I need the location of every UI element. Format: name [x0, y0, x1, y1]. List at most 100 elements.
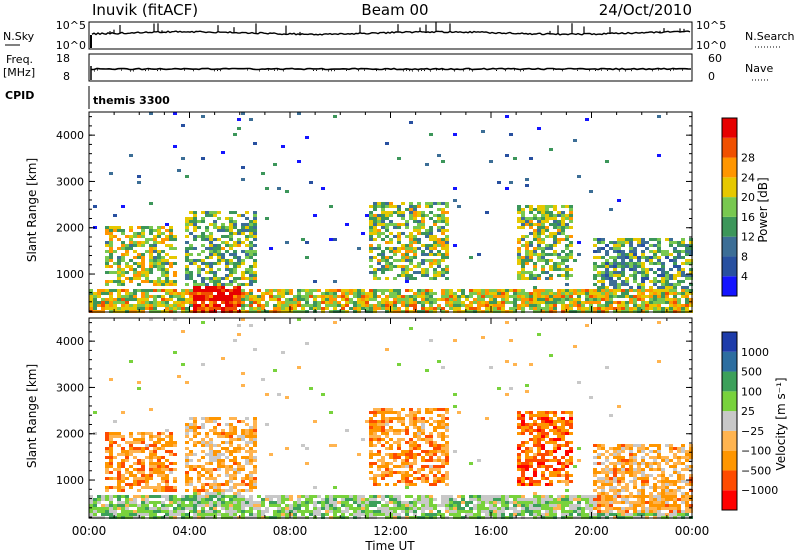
velocity-echo-cell [393, 432, 397, 435]
power-echo-cell [613, 262, 617, 265]
velocity-echo-cell [217, 432, 221, 435]
power-echo-cell [641, 301, 645, 304]
colorbar-swatch [722, 216, 737, 237]
velocity-echo-cell [617, 468, 621, 471]
power-echo-cell [185, 268, 189, 271]
power-echo-cell [117, 274, 121, 277]
power-echo-cell [665, 292, 669, 295]
velocity-echo-cell [221, 447, 225, 450]
velocity-echo-cell [253, 513, 257, 516]
power-echo-cell [653, 289, 657, 292]
velocity-echo-cell [477, 495, 481, 498]
power-echo-cell [401, 211, 405, 214]
velocity-echo-cell [633, 474, 637, 477]
power-echo-cell [377, 262, 381, 265]
velocity-echo-cell [213, 444, 217, 447]
power-echo-cell [445, 235, 449, 238]
power-echo-cell [209, 268, 213, 271]
power-echo-cell [269, 298, 273, 301]
power-echo-cell [641, 304, 645, 307]
power-echo-cell [525, 247, 529, 250]
power-echo-cell [689, 277, 693, 280]
power-echo-cell [353, 295, 357, 298]
velocity-echo-cell [321, 393, 325, 396]
power-echo-cell [605, 253, 609, 256]
power-echo-cell [509, 181, 513, 184]
velocity-echo-cell [617, 462, 621, 465]
velocity-echo-cell [441, 447, 445, 450]
velocity-echo-cell [421, 465, 425, 468]
velocity-echo-cell [409, 408, 413, 411]
velocity-echo-cell [137, 450, 141, 453]
power-echo-cell [409, 289, 413, 292]
power-echo-cell [641, 289, 645, 292]
power-echo-cell [541, 226, 545, 229]
velocity-echo-cell [537, 333, 541, 336]
velocity-echo-cell [149, 513, 153, 516]
velocity-echo-cell [393, 507, 397, 510]
power-echo-cell [473, 298, 477, 301]
power-echo-cell [429, 247, 433, 250]
power-echo-cell [153, 289, 157, 292]
velocity-echo-cell [217, 504, 221, 507]
velocity-echo-cell [541, 513, 545, 516]
power-echo-cell [497, 307, 501, 310]
power-echo-cell [489, 298, 493, 301]
velocity-echo-cell [529, 447, 533, 450]
power-echo-cell [481, 301, 485, 304]
date-title: 24/Oct/2010 [599, 1, 692, 19]
velocity-echo-cell [245, 432, 249, 435]
velocity-echo-cell [373, 444, 377, 447]
nave-dot [553, 69, 554, 71]
velocity-echo-cell [269, 498, 273, 501]
power-echo-cell [485, 295, 489, 298]
velocity-echo-cell [369, 456, 373, 459]
power-echo-cell [357, 295, 361, 298]
velocity-echo-cell [225, 423, 229, 426]
velocity-echo-cell [633, 468, 637, 471]
power-echo-cell [413, 220, 417, 223]
power-echo-cell [221, 301, 225, 304]
power-echo-cell [369, 211, 373, 214]
velocity-echo-cell [557, 501, 561, 504]
velocity-echo-cell [409, 438, 413, 441]
power-echo-cell [525, 253, 529, 256]
velocity-echo-cell [397, 471, 401, 474]
power-echo-cell [661, 265, 665, 268]
power-echo-cell [681, 268, 685, 271]
power-echo-cell [441, 271, 445, 274]
velocity-echo-cell [345, 429, 349, 432]
velocity-echo-cell [125, 441, 129, 444]
velocity-echo-cell [205, 510, 209, 513]
power-echo-cell [397, 289, 401, 292]
velocity-echo-cell [133, 504, 137, 507]
power-echo-cell [613, 247, 617, 250]
power-echo-cell [197, 226, 201, 229]
power-echo-cell [653, 277, 657, 280]
velocity-echo-cell [573, 510, 577, 513]
power-echo-cell [433, 247, 437, 250]
power-echo-cell [673, 259, 677, 262]
velocity-echo-cell [545, 435, 549, 438]
velocity-echo-cell [441, 444, 445, 447]
velocity-echo-cell [421, 420, 425, 423]
velocity-echo-cell [265, 507, 269, 510]
power-echo-cell [621, 250, 625, 253]
power-echo-cell [625, 277, 629, 280]
power-echo-cell [633, 307, 637, 310]
velocity-echo-cell [249, 471, 253, 474]
power-echo-cell [125, 250, 129, 253]
power-echo-cell [585, 301, 589, 304]
power-echo-cell [653, 253, 657, 256]
velocity-echo-cell [393, 498, 397, 501]
velocity-echo-cell [429, 432, 433, 435]
velocity-echo-cell [389, 447, 393, 450]
velocity-echo-cell [421, 480, 425, 483]
nsky-tick-bottom: 10^0 [56, 39, 86, 52]
power-echo-cell [613, 280, 617, 283]
velocity-echo-cell [529, 513, 533, 516]
velocity-echo-cell [441, 408, 445, 411]
power-echo-cell [577, 253, 581, 256]
power-echo-cell [149, 265, 153, 268]
power-echo-cell [117, 259, 121, 262]
